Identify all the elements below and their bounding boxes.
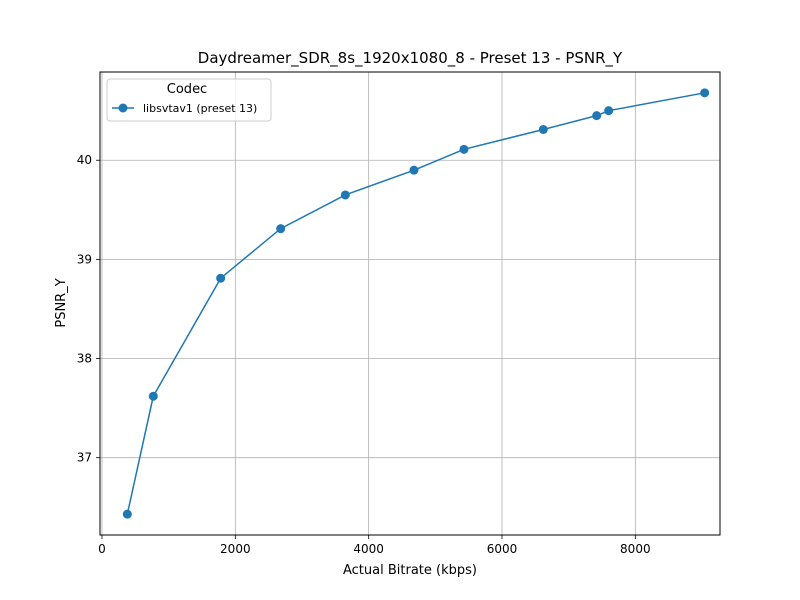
chart-title: Daydreamer_SDR_8s_1920x1080_8 - Preset 1… [198, 49, 623, 68]
y-tick-label: 40 [77, 153, 92, 167]
data-point [276, 224, 286, 234]
data-point [604, 106, 614, 116]
x-tick-label: 0 [98, 542, 106, 556]
x-tick-label: 8000 [620, 542, 651, 556]
data-point [122, 509, 132, 519]
legend-marker [118, 103, 128, 113]
data-point [538, 125, 548, 135]
data-point [148, 391, 158, 401]
series-layer [122, 88, 710, 519]
y-axis-label: PSNR_Y [54, 278, 69, 327]
legend-entry-label: libsvtav1 (preset 13) [143, 102, 257, 115]
x-tick-label: 4000 [353, 542, 384, 556]
y-tick-label: 38 [77, 352, 92, 366]
legend-box [106, 78, 272, 122]
axes: 0 2000 4000 6000 8000 37 38 39 40 [77, 153, 651, 556]
y-tick-label: 37 [77, 451, 92, 465]
data-point [409, 165, 419, 175]
plot-frame [99, 71, 721, 536]
data-point [700, 88, 710, 98]
x-tick-label: 6000 [487, 542, 518, 556]
x-axis-label: Actual Bitrate (kbps) [343, 563, 477, 578]
y-tick-label: 39 [77, 252, 92, 266]
grid [100, 72, 720, 535]
legend-title: Codec [167, 82, 207, 97]
data-point [340, 190, 350, 200]
data-point [459, 144, 469, 154]
data-point [592, 111, 602, 121]
data-point [216, 273, 226, 283]
x-tick-label: 2000 [220, 542, 251, 556]
legend: Codec libsvtav1 (preset 13) [106, 78, 272, 122]
